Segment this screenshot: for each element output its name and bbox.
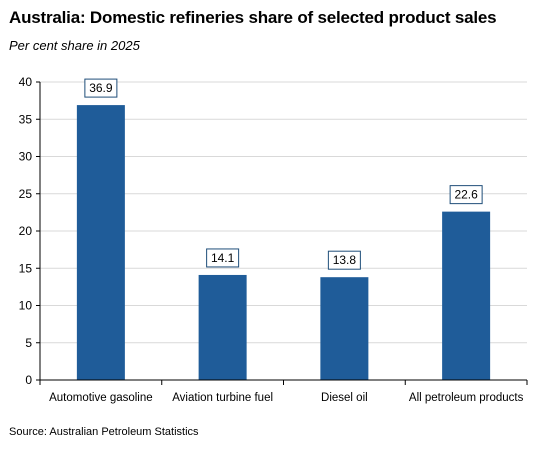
bar [320, 277, 369, 380]
chart-title: Australia: Domestic refineries share of … [9, 8, 497, 27]
x-category-label: Aviation turbine fuel [172, 392, 273, 404]
y-tick-label: 10 [19, 299, 33, 313]
data-label-box [206, 248, 240, 268]
data-labels: 36.9 14.1 13.8 22.6 [84, 78, 483, 270]
y-tick-label: 40 [19, 75, 33, 89]
y-tick-label: 30 [19, 150, 33, 164]
data-label: 36.9 [89, 81, 113, 95]
data-label: 14.1 [211, 251, 235, 265]
source-note: Source: Australian Petroleum Statistics [9, 426, 199, 438]
x-category-label: Automotive gasoline [49, 392, 153, 404]
chart-subtitle: Per cent share in 2025 [9, 38, 140, 53]
y-tick-label: 0 [25, 373, 32, 387]
y-tick-label: 15 [19, 261, 33, 275]
data-label: 13.8 [333, 253, 357, 267]
bar [76, 105, 125, 380]
y-tick-label: 25 [19, 187, 33, 201]
bars [76, 105, 491, 380]
x-category-label: Diesel oil [321, 392, 368, 404]
bar [442, 211, 491, 380]
y-tick-label: 20 [19, 224, 33, 238]
y-tick-label: 35 [19, 112, 33, 126]
y-tick-label: 5 [25, 336, 32, 350]
x-category-label: All petroleum products [409, 392, 524, 404]
data-label-box [449, 185, 483, 205]
bar [198, 274, 247, 380]
data-label: 22.6 [454, 188, 478, 202]
data-label-box [84, 78, 118, 98]
axes: 0 5 10 15 20 25 30 35 40 Automotive gasoline Aviat… [19, 75, 528, 404]
data-label-box [327, 250, 361, 270]
